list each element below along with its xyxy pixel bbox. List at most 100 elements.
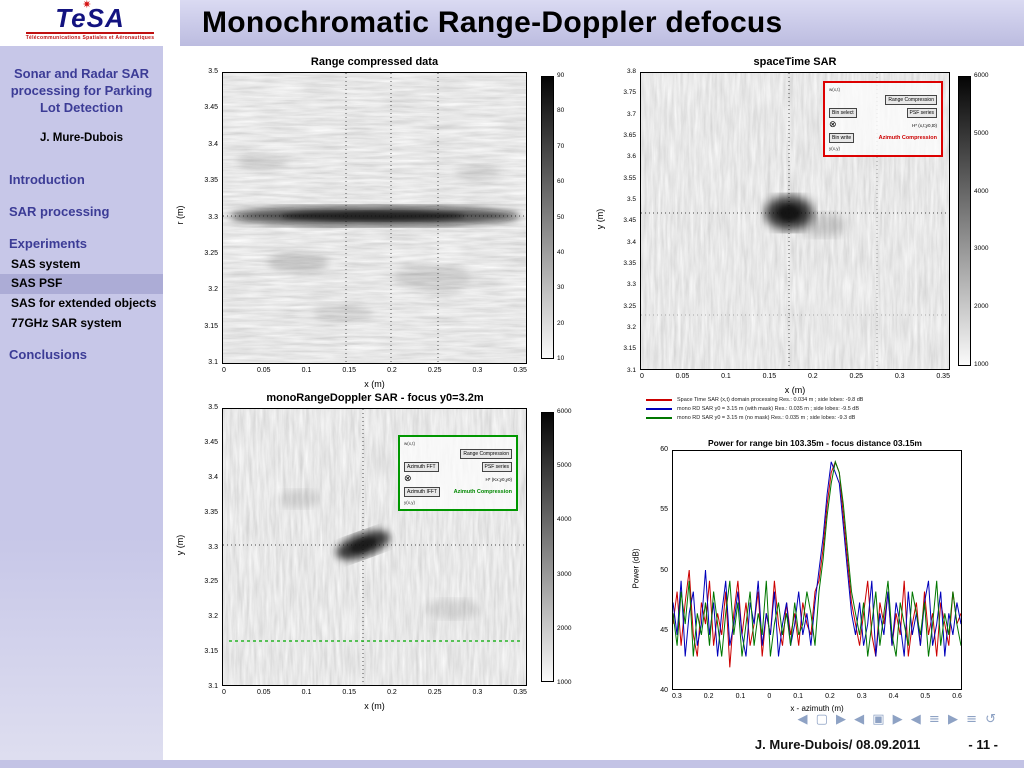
inset-azimuth-compression-label: Azimuth Compression — [453, 489, 512, 495]
plot2-colorbar — [958, 76, 971, 366]
plot3-colorbar-ticks: 6000 5000 4000 3000 2000 1000 — [557, 408, 583, 686]
power-plot-svg — [673, 459, 961, 668]
tick-label: 3.2 — [208, 286, 218, 294]
tick-label: 3.45 — [204, 438, 218, 446]
tick-label: 3.8 — [626, 68, 636, 75]
inset-filter-label: H* (Kx;y0,y0) — [485, 477, 512, 482]
plot4-ylabel: Power (dB) — [631, 548, 641, 589]
inset-azimuth-compression-label: Azimuth Compression — [878, 135, 937, 141]
plot1-x-ticks: 0 0.05 0.1 0.15 0.2 0.25 0.3 0.35 — [222, 367, 527, 374]
inset-block-azimuth-ifft: Azimuth IFFT — [404, 487, 441, 497]
slide-title: Monochromatic Range-Doppler defocus — [202, 6, 783, 39]
legend-line-sample — [646, 408, 672, 410]
tick-label: 5000 — [974, 129, 989, 137]
plot1-colorbar-ticks: 90 80 70 60 50 40 30 20 10 — [557, 72, 583, 362]
tick-label: 0.1 — [735, 693, 746, 700]
sidebar-item-conclusions[interactable]: Conclusions — [9, 346, 88, 362]
legend-text: mono RD SAR y0 = 3.15 m (with mask) Res.… — [677, 406, 860, 412]
plot4-x-ticks: 0.3 0.2 0.1 0 0.1 0.2 0.3 0.4 0.5 0.6 — [672, 693, 962, 700]
tick-label: 3.1 — [208, 683, 218, 690]
tick-label: 3.75 — [623, 89, 636, 97]
tick-label: 50 — [660, 566, 668, 574]
tick-label: 3.4 — [208, 140, 218, 148]
beamer-navigation-icons[interactable]: ◀ ▢ ▶ ◀ ▣ ▶ ◀ ≡ ▶ ≡ ↺ — [797, 712, 998, 727]
tick-label: 0.25 — [849, 373, 864, 380]
series-mono-rd-sar-no-mask — [673, 459, 961, 657]
tick-label: 3.6 — [626, 153, 636, 161]
sidebar: Sonar and Radar SAR processing for Parki… — [0, 0, 163, 768]
logo-tagline: Télécommunications Spatiales et Aéronaut… — [25, 32, 155, 41]
sidebar-item-sas-for-extended-objects[interactable]: SAS for extended objects — [11, 296, 157, 311]
tick-label: 3.3 — [626, 281, 636, 289]
tick-label: 0.35 — [513, 689, 527, 696]
sidebar-nav: Introduction SAR processing Experiments SAS… — [0, 168, 163, 366]
legend-entry: mono RD SAR y0 = 3.15 m (no mask) Res.: … — [646, 415, 982, 421]
inset-block-bin-select: Bin select — [829, 108, 857, 118]
tick-label: 90 — [557, 72, 565, 79]
tick-label: 80 — [557, 107, 565, 115]
plot3-xlabel: x (m) — [364, 701, 385, 711]
tick-label: 6000 — [974, 72, 989, 79]
tick-label: 0.1 — [721, 373, 731, 380]
tick-label: 0.05 — [675, 373, 690, 380]
sidebar-item-sas-system[interactable]: SAS system — [11, 256, 81, 271]
multiply-icon: ⊗ — [404, 474, 412, 484]
tick-label: 3.65 — [623, 132, 636, 140]
tick-label: 0.05 — [256, 689, 271, 696]
tick-label: 0.2 — [703, 693, 714, 700]
range-compressed-image — [223, 73, 526, 363]
tick-label: 0.25 — [427, 367, 442, 374]
tick-label: 3.15 — [623, 345, 636, 353]
sidebar-item-sas-psf[interactable]: SAS PSF — [0, 274, 163, 295]
tick-label: 3.35 — [623, 260, 636, 268]
sidebar-item-experiments[interactable]: Experiments — [9, 235, 88, 251]
plot2-title: spaceTime SAR — [753, 56, 837, 68]
multiply-icon: ⊗ — [829, 120, 837, 130]
tick-label: 3.7 — [626, 110, 636, 118]
tick-label: 3.3 — [208, 543, 218, 551]
tick-label: 50 — [557, 213, 565, 221]
legend-entry: Space Time SAR (x,t) domain processing R… — [646, 397, 982, 403]
tick-label: 3.25 — [204, 249, 218, 257]
tick-label: 6000 — [557, 408, 572, 415]
tick-label: 3.25 — [204, 578, 218, 586]
sidebar-item-introduction[interactable]: Introduction — [9, 171, 85, 187]
legend-line-sample — [646, 417, 672, 419]
tick-label: 3.5 — [208, 404, 218, 411]
inset-output-label: y(x,y) — [404, 500, 415, 505]
plot1-xlabel: x (m) — [364, 379, 385, 389]
range-compressed-plot — [222, 72, 527, 364]
mono-range-doppler-plot: w(x,t) Range Compression Azimuth FFT PSF… — [222, 408, 527, 686]
plot2-x-ticks: 0 0.05 0.1 0.15 0.2 0.25 0.3 0.35 — [640, 373, 950, 380]
tick-label: 45 — [660, 626, 668, 634]
sidebar-item-77ghz-sar-system[interactable]: 77GHz SAR system — [11, 316, 122, 331]
footer: J. Mure-Dubois/ 08.09.2011 - 11 - — [755, 737, 998, 752]
plot3-colorbar — [541, 412, 554, 682]
tick-label: 0.15 — [342, 367, 357, 374]
plot1-ylabel: r (m) — [175, 205, 185, 225]
inset-block-range-compression: Range Compression — [885, 95, 937, 105]
tick-label: 5000 — [557, 462, 572, 470]
tick-label: 3.4 — [626, 238, 636, 246]
tick-label: 3.15 — [204, 322, 218, 330]
tick-label: 10 — [557, 355, 565, 362]
spacetime-sar-plot: w(x,t) Range Compression Bin select PSF … — [640, 72, 950, 370]
legend-text: mono RD SAR y0 = 3.15 m (no mask) Res.: … — [677, 415, 856, 421]
tick-label: 0.2 — [807, 373, 818, 380]
tick-label: 70 — [557, 142, 565, 150]
tick-label: 0.3 — [472, 689, 483, 696]
tick-label: 0.15 — [342, 689, 357, 696]
sidebar-item-sar-processing[interactable]: SAR processing — [9, 203, 110, 219]
plot3-x-ticks: 0 0.05 0.1 0.15 0.2 0.25 0.3 0.35 — [222, 689, 527, 696]
tick-label: 4000 — [974, 187, 989, 195]
plot4-xlabel: x - azimuth (m) — [790, 704, 844, 713]
tick-label: 2000 — [557, 624, 572, 632]
plot1-title: Range compressed data — [310, 56, 439, 68]
presentation-title: Sonar and Radar SAR processing for Parki… — [10, 66, 153, 115]
tick-label: 3.2 — [208, 613, 218, 621]
tick-label: 0.05 — [256, 367, 271, 374]
tick-label: 3.45 — [623, 217, 636, 225]
plot1-y-ticks: 3.5 3.45 3.4 3.35 3.3 3.25 3.2 3.15 3.1 — [186, 68, 218, 366]
tick-label: 3.5 — [208, 68, 218, 75]
